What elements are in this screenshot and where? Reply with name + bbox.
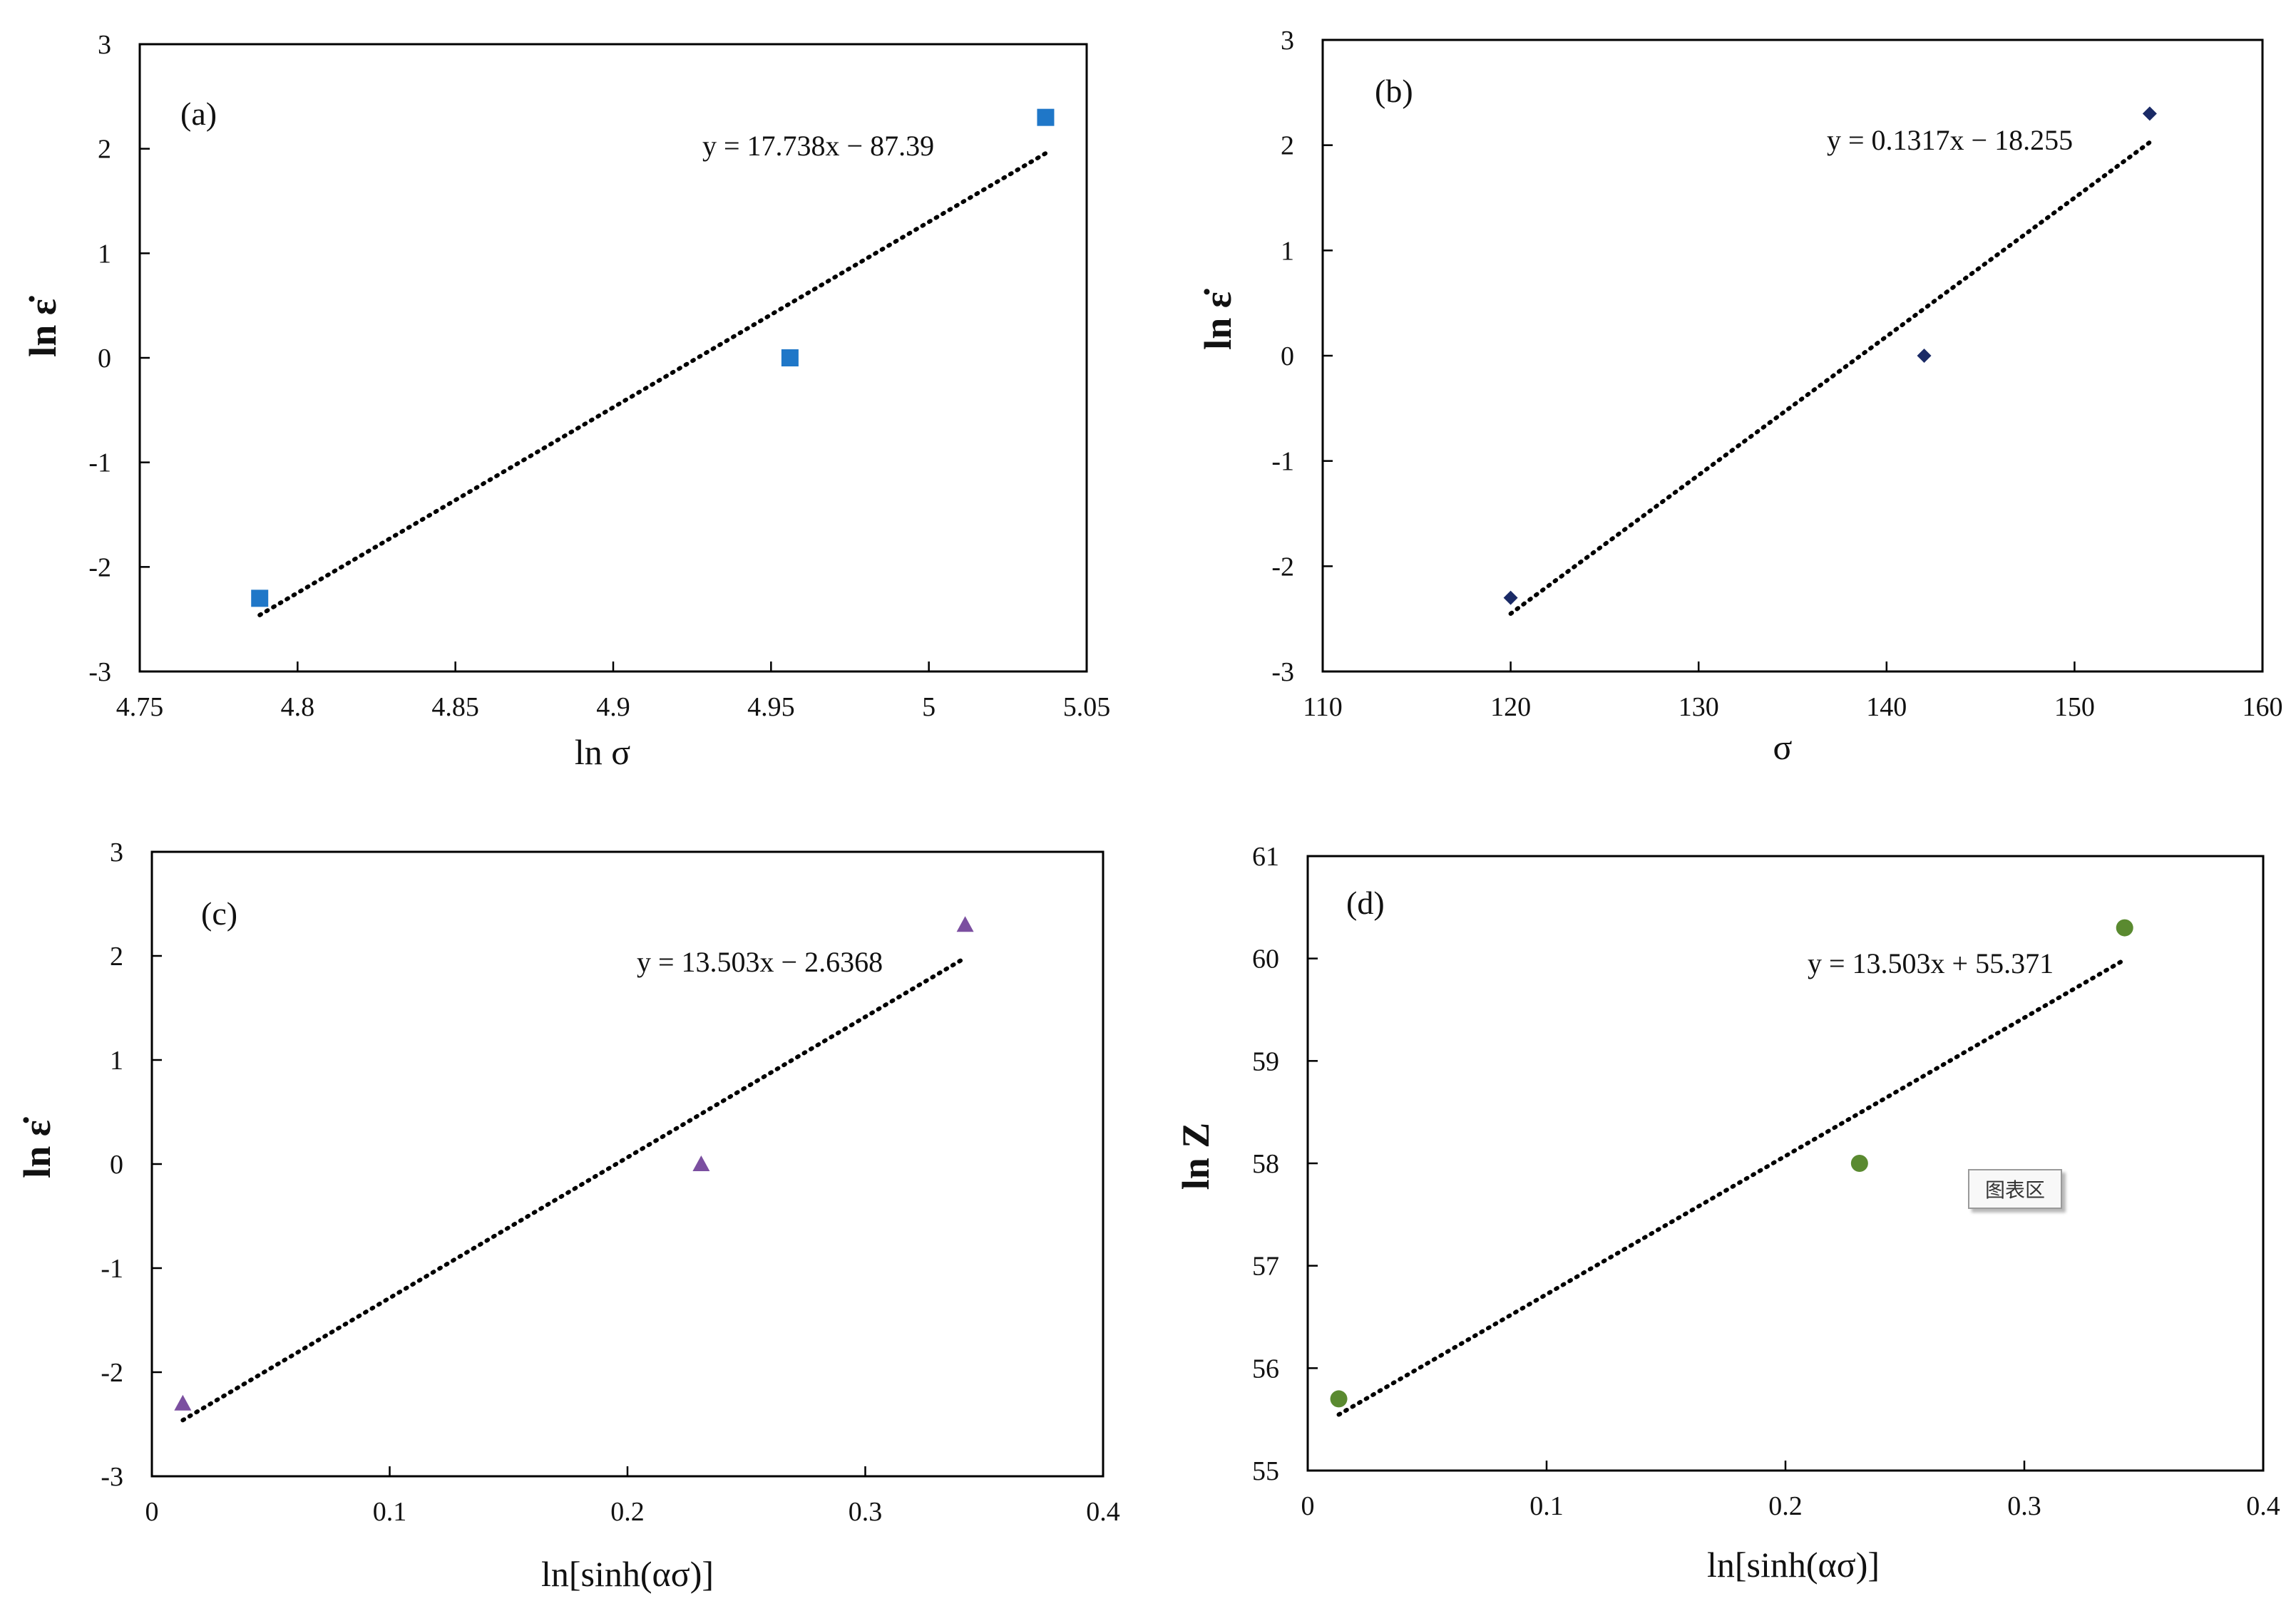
plot-frame (1321, 38, 2264, 673)
x-tick-label: 0.3 (2007, 1491, 2041, 1521)
y-tick-label: -2 (88, 552, 111, 582)
chart-panel-3: 0 0.1 0.2 0.3 0.4 -3 -2 -1 0 1 2 3 (c) y = 13.503x − … (16, 838, 1120, 1594)
y-tick-label: 55 (1252, 1456, 1279, 1486)
y-tick-label: 60 (1252, 944, 1279, 974)
trendline (1336, 957, 2127, 1417)
x-axis-title: σ (1773, 727, 1793, 767)
plot-frame (138, 43, 1088, 673)
trendline (180, 955, 968, 1423)
y-tick-label: 57 (1252, 1252, 1279, 1282)
panel-label: (c) (201, 895, 237, 932)
chart-panel-1: 4.75 4.8 4.85 4.9 4.95 5 5.05 -3 -2 -1 0 1 2 3 (a) y = … (21, 30, 1110, 772)
data-point (1850, 1155, 1868, 1172)
y-tick-label: -2 (1271, 552, 1294, 582)
y-tick-label: -2 (101, 1358, 123, 1388)
y-axis-title: ln ε̇ (1196, 288, 1239, 350)
y-tick-label: 1 (110, 1046, 123, 1076)
x-tick-label: 130 (1679, 692, 1719, 722)
x-axis-title: ln[sinh(ασ)] (541, 1554, 714, 1594)
y-tick-label: 1 (98, 239, 111, 269)
trendline (257, 151, 1048, 617)
y-tick-label: 3 (110, 838, 123, 868)
x-tick-label: 4.75 (116, 692, 164, 722)
data-point (1503, 590, 1518, 605)
y-tick-label: 2 (1281, 131, 1294, 161)
y-tick-label: 0 (110, 1150, 123, 1180)
y-tick-label: 2 (110, 942, 123, 972)
x-tick-label: 0.4 (1086, 1497, 1120, 1527)
x-tick-label: 0.4 (2246, 1491, 2280, 1521)
y-axis-title: ln Z (1174, 1123, 1217, 1190)
chart-area-tooltip: 图表区 (1968, 1169, 2062, 1209)
panel-label: (d) (1346, 885, 1385, 921)
x-tick-label: 0.1 (1529, 1491, 1564, 1521)
x-tick-label: 4.85 (431, 692, 479, 722)
x-tick-label: 0.1 (373, 1497, 407, 1527)
x-tick-label: 4.8 (281, 692, 315, 722)
trendline-equation: y = 13.503x − 2.6368 (637, 946, 883, 978)
x-tick-label: 4.9 (596, 692, 630, 722)
data-point (2142, 106, 2157, 121)
y-tick-label: -3 (1271, 657, 1294, 687)
y-tick-label: 56 (1252, 1354, 1279, 1384)
y-axis-title: ln ε̇ (21, 295, 64, 357)
panel-label: (b) (1375, 73, 1413, 109)
y-tick-label: 1 (1281, 236, 1294, 266)
x-axis-title: ln[sinh(ασ)] (1707, 1545, 1880, 1585)
x-tick-label: 120 (1490, 692, 1531, 722)
trendline-equation: y = 0.1317x − 18.255 (1827, 124, 2073, 156)
y-tick-label: 0 (98, 344, 111, 374)
trendline-equation: y = 13.503x + 55.371 (1808, 947, 2054, 979)
y-tick-label: -3 (88, 657, 111, 687)
data-point (781, 349, 799, 366)
trendline (1508, 140, 2152, 616)
data-point (174, 1394, 192, 1411)
y-tick-label: 0 (1281, 341, 1294, 371)
x-tick-label: 160 (2243, 692, 2283, 722)
plot-frame (1306, 855, 2265, 1472)
y-tick-label: 3 (98, 30, 111, 60)
y-tick-label: 61 (1252, 842, 1279, 872)
y-axis-title: ln ε̇ (16, 1116, 58, 1178)
data-point (1330, 1390, 1348, 1408)
y-tick-label: 3 (1281, 26, 1294, 56)
y-tick-label: 2 (98, 135, 111, 165)
data-point (2116, 919, 2133, 937)
x-tick-label: 0.3 (849, 1497, 883, 1527)
y-tick-label: -1 (88, 448, 111, 478)
x-tick-label: 0.2 (610, 1497, 645, 1527)
y-tick-label: -3 (101, 1462, 123, 1492)
data-point (251, 590, 269, 607)
y-tick-label: 59 (1252, 1046, 1279, 1076)
x-tick-label: 4.95 (747, 692, 795, 722)
plot-frame (150, 850, 1105, 1478)
panel-label: (a) (180, 96, 217, 132)
data-point (1037, 108, 1055, 126)
data-point (692, 1155, 710, 1171)
chart-panel-4: 0 0.1 0.2 0.3 0.4 55 56 57 58 59 60 61 (d) y = 13.503… (1174, 842, 2280, 1585)
y-tick-label: -1 (101, 1254, 123, 1284)
x-axis-title: ln σ (575, 732, 630, 772)
x-tick-label: 150 (2054, 692, 2095, 722)
trendline-equation: y = 17.738x − 87.39 (702, 130, 934, 162)
y-tick-label: -1 (1271, 447, 1294, 477)
y-tick-label: 58 (1252, 1149, 1279, 1179)
x-tick-label: 5.05 (1063, 692, 1111, 722)
x-tick-label: 0 (145, 1497, 159, 1527)
x-tick-label: 5 (922, 692, 936, 722)
x-tick-label: 0 (1301, 1491, 1315, 1521)
data-point (956, 916, 974, 932)
x-tick-label: 110 (1303, 692, 1343, 722)
x-tick-label: 140 (1866, 692, 1907, 722)
chart-panel-2: 110 120 130 140 150 160 -3 -2 -1 0 1 2 3 (b) y = 0.131… (1196, 26, 2283, 767)
data-point (1917, 349, 1932, 363)
x-tick-label: 0.2 (1768, 1491, 1803, 1521)
